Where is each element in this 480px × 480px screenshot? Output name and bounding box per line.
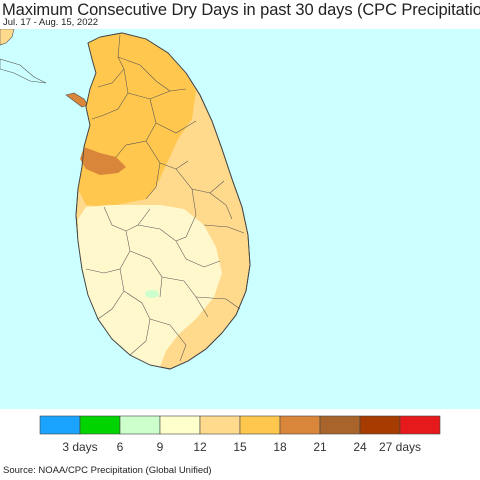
legend-tick-label: 15 bbox=[233, 440, 247, 454]
central-wet-spot bbox=[145, 290, 159, 298]
legend-tick-label: 24 bbox=[353, 440, 367, 454]
legend-swatch bbox=[199, 415, 241, 435]
source-note: Source: NOAA/CPC Precipitation (Global U… bbox=[3, 465, 212, 476]
legend-swatch bbox=[79, 415, 121, 435]
central-south-zone bbox=[78, 205, 222, 367]
map-title: Maximum Consecutive Dry Days in past 30 … bbox=[2, 1, 480, 19]
legend-swatch bbox=[119, 415, 161, 435]
sri-lanka-map bbox=[0, 29, 480, 409]
legend-swatch bbox=[399, 415, 441, 435]
legend-swatch bbox=[319, 415, 361, 435]
legend-swatch bbox=[159, 415, 201, 435]
legend-tick-label: 9 bbox=[157, 440, 164, 454]
india-coast bbox=[0, 29, 15, 46]
color-legend: 3 days 6 9 12 15 18 21 24 27 days bbox=[39, 415, 441, 454]
legend-tick-label: 12 bbox=[193, 440, 207, 454]
north-west-hotspot bbox=[80, 147, 126, 175]
legend-swatch bbox=[359, 415, 401, 435]
legend-swatch bbox=[39, 415, 81, 435]
date-range: Jul. 17 - Aug. 15, 2022 bbox=[3, 17, 99, 28]
coastline bbox=[75, 32, 251, 370]
legend-tick-label: 3 days bbox=[62, 440, 97, 454]
legend-swatch bbox=[239, 415, 281, 435]
india-coast-strip bbox=[0, 58, 47, 84]
legend-tick-label: 6 bbox=[117, 440, 124, 454]
legend-tick-label: 18 bbox=[273, 440, 287, 454]
legend-swatch bbox=[279, 415, 321, 435]
district-boundaries bbox=[85, 34, 245, 362]
legend-tick-label: 21 bbox=[313, 440, 327, 454]
legend-tick-label: 27 days bbox=[379, 440, 421, 454]
